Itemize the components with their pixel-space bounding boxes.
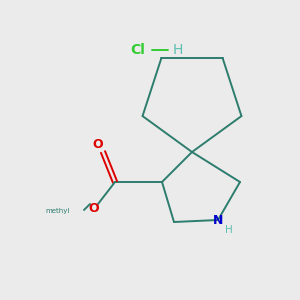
Text: methyl: methyl xyxy=(46,208,70,214)
Text: N: N xyxy=(213,214,223,226)
Text: Cl: Cl xyxy=(130,43,146,57)
Text: O: O xyxy=(89,202,99,214)
Text: H: H xyxy=(173,43,183,57)
Text: O: O xyxy=(93,137,103,151)
Text: H: H xyxy=(225,225,233,235)
